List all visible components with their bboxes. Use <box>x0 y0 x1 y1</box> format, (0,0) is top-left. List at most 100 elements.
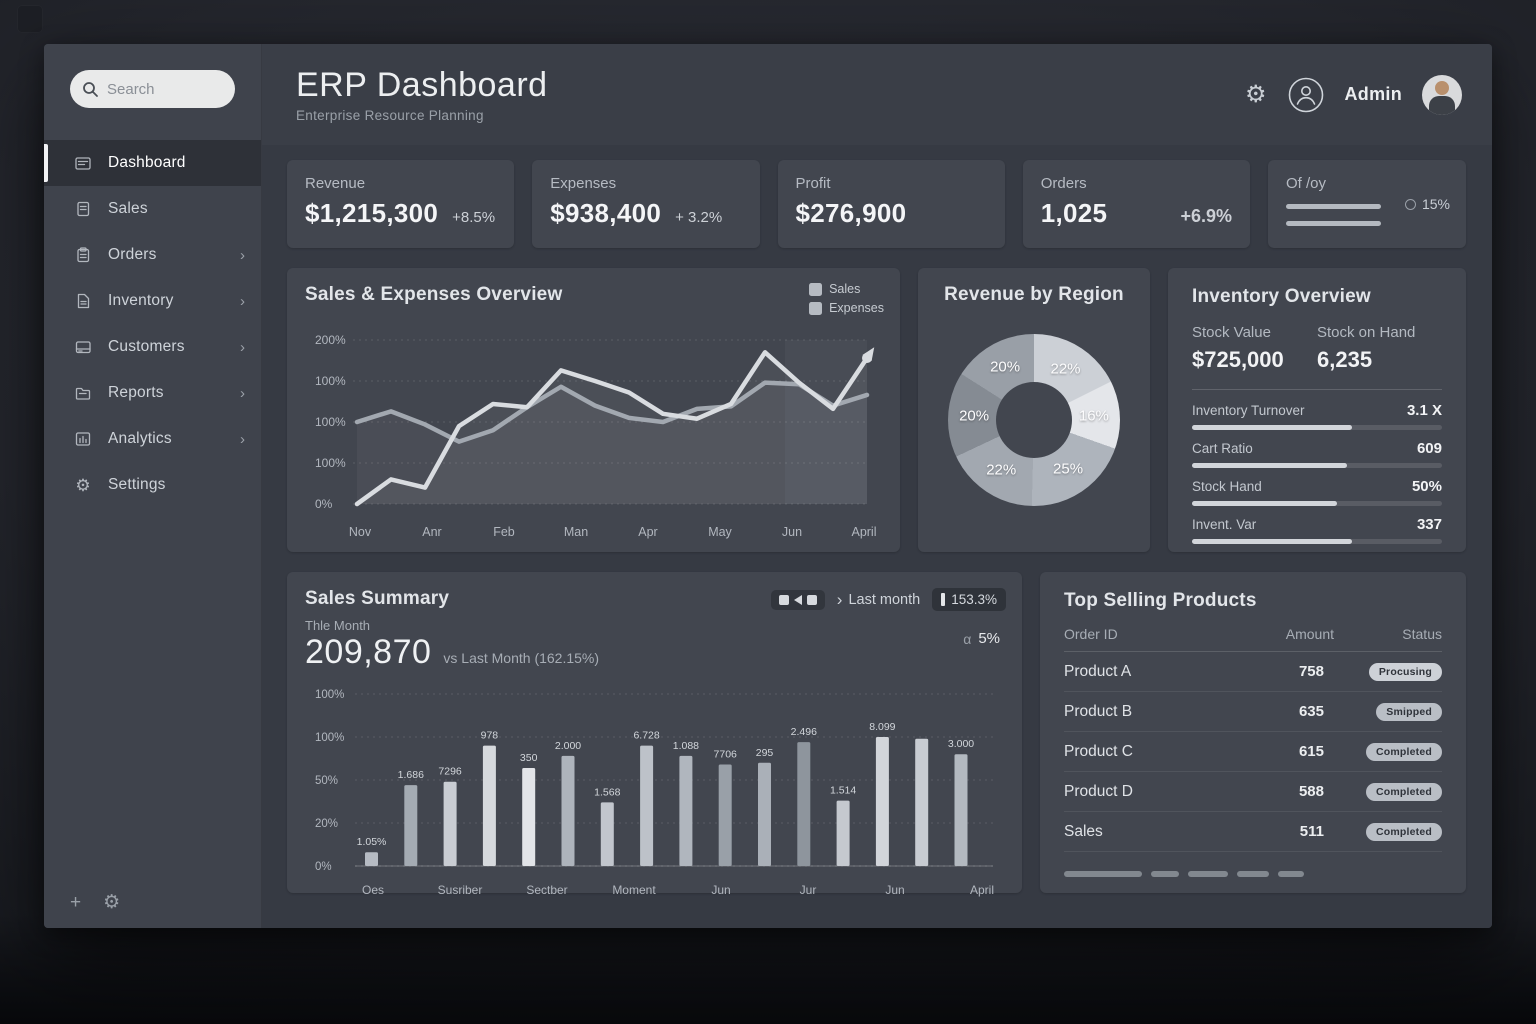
sales-summary-controls: Last month 153.3% <box>770 588 1006 611</box>
arrow-head-icon <box>862 347 875 362</box>
table-row[interactable]: Product D 588 Completed <box>1064 772 1442 812</box>
status-badge: Completed <box>1365 822 1442 841</box>
metric-progress-track <box>1192 425 1442 430</box>
table-row[interactable]: Product B 635 Smipped <box>1064 692 1442 732</box>
dashboard-main: Revenue $1,215,300 +8.5% Expenses $938,400 + … <box>262 145 1492 928</box>
kpi-value: $276,900 <box>795 198 907 228</box>
growth-badge: 153.3% <box>932 588 1006 611</box>
kpi-card-orders: Orders 1,025 +6.9% <box>1022 160 1250 248</box>
donut-segment-label: 20% <box>959 407 990 425</box>
bar <box>915 738 929 866</box>
metric-value: 50% <box>1411 478 1442 495</box>
pagination-dash[interactable] <box>1278 871 1304 877</box>
sidebar-item-label: Sales <box>108 200 148 217</box>
sales-summary-bar-chart: 100% 100% 50% 20% 0% 1.05% 1.686 7296 978 350 2.00… <box>315 689 994 897</box>
settings-icon: ⚙ <box>75 475 91 495</box>
x-axis-tick: Moment <box>612 883 656 897</box>
last-month-control[interactable]: Last month <box>837 590 920 610</box>
sidebar-footer: + ⚙ <box>70 891 120 914</box>
sales-summary-title: Sales Summary <box>305 588 450 609</box>
table-row[interactable]: Product A 758 Procusing <box>1064 652 1442 692</box>
search-bar[interactable] <box>70 70 235 108</box>
product-amount: 615 <box>1298 743 1324 760</box>
erp-dashboard-window: Dashboard Sales Orders Inventory Customers Re… <box>44 44 1492 928</box>
pagination-dash[interactable] <box>1237 871 1269 877</box>
x-axis-tick: Man <box>564 525 588 539</box>
bar-value-label: 3.000 <box>948 738 974 750</box>
kpi-row: Revenue $1,215,300 +8.5% Expenses $938,400 + … <box>287 160 1466 248</box>
progress-percent: 15% <box>1421 196 1450 212</box>
donut-segment-label: 25% <box>1053 460 1084 478</box>
bar-value-label: 2.000 <box>555 740 581 752</box>
user-account-icon[interactable] <box>1287 76 1325 114</box>
sidebar-item-settings[interactable]: ⚙ Settings <box>44 462 261 508</box>
donut-segment-label: 20% <box>990 358 1021 376</box>
table-header: Order ID Amount Status <box>1064 626 1442 652</box>
chevron-right-icon <box>837 590 843 610</box>
dashboard-icon <box>74 154 92 172</box>
bar-value-label: 1.686 <box>398 769 424 781</box>
search-input[interactable] <box>107 80 207 98</box>
chevron-right-icon <box>240 385 245 402</box>
sidebar-item-label: Reports <box>108 384 164 401</box>
view-toggle-button[interactable] <box>770 589 825 610</box>
sidebar-item-analytics[interactable]: Analytics <box>44 416 261 462</box>
x-axis-tick: Apr <box>638 525 657 539</box>
period-label: Thle Month <box>305 618 371 633</box>
bar <box>718 764 732 866</box>
sidebar-item-orders[interactable]: Orders <box>44 232 261 278</box>
legend-item-expenses[interactable]: Expenses <box>809 301 884 315</box>
metric-label: Cart Ratio <box>1192 441 1253 456</box>
sidebar-gear-button[interactable]: ⚙ <box>103 892 121 913</box>
settings-gear-icon[interactable]: ⚙ <box>1244 80 1267 108</box>
sidebar-item-label: Customers <box>108 338 185 355</box>
sales-expenses-line-chart: 200% 100% 100% 100% 0% Nov Anr Feb Man Apr May Jun A… <box>315 333 877 539</box>
add-button[interactable]: + <box>70 891 82 913</box>
kpi-value: $938,400 <box>550 198 662 228</box>
sidebar-item-reports[interactable]: Reports <box>44 370 261 416</box>
product-name: Product B <box>1064 702 1133 720</box>
metric-progress-fill <box>1192 539 1352 544</box>
inventory-metric: Stock Hand 50% <box>1192 478 1442 506</box>
pagination-dash[interactable] <box>1064 871 1142 877</box>
top-products-title: Top Selling Products <box>1064 590 1257 611</box>
table-row[interactable]: Product C 615 Completed <box>1064 732 1442 772</box>
y-axis-tick: 50% <box>315 775 338 787</box>
table-row[interactable]: Sales 511 Completed <box>1064 812 1442 852</box>
avatar[interactable] <box>1422 74 1462 115</box>
sales-line <box>354 350 870 507</box>
legend-item-sales[interactable]: Sales <box>809 282 884 296</box>
sidebar-item-inventory[interactable]: Inventory <box>44 278 261 324</box>
table-body: Product A 758 Procusing Product B 635 Smipped… <box>1064 652 1442 852</box>
pagination-dash[interactable] <box>1188 871 1228 877</box>
chevron-right-icon <box>240 339 245 356</box>
inventory-metric: Invent. Var 337 <box>1192 516 1442 544</box>
sidebar-item-sales[interactable]: Sales <box>44 186 261 232</box>
pagination-dash[interactable] <box>1151 871 1179 877</box>
bar-value-label: 1.088 <box>673 740 699 752</box>
inventory-metrics: Inventory Turnover 3.1 X Cart Ratio 609 Stoc… <box>1192 402 1442 544</box>
stock-value: $725,000 <box>1192 347 1284 372</box>
y-axis-tick: 100% <box>315 689 344 701</box>
sales-expenses-chart-card: Sales & Expenses Overview Sales Expenses… <box>287 268 900 552</box>
y-axis-tick: 100% <box>315 456 346 470</box>
bar <box>836 800 850 866</box>
bar <box>404 785 418 866</box>
sidebar-item-dashboard[interactable]: Dashboard <box>44 140 261 186</box>
inventory-metric: Cart Ratio 609 <box>1192 440 1442 468</box>
side-percent-badge: 5% <box>963 630 1000 647</box>
sidebar-item-customers[interactable]: Customers <box>44 324 261 370</box>
analytics-icon <box>74 430 92 448</box>
play-left-icon <box>793 594 802 605</box>
kpi-label: Expenses <box>550 175 617 192</box>
kpi-card-revenue: Revenue $1,215,300 +8.5% <box>287 160 515 248</box>
status-badge: Smipped <box>1376 702 1442 721</box>
x-axis-tick: April <box>851 525 876 539</box>
expenses-line <box>354 380 870 444</box>
inventory-icon <box>74 292 92 310</box>
chart-legend: Sales Expenses <box>809 282 884 315</box>
sales-swatch <box>809 282 823 296</box>
app-header: ERP Dashboard Enterprise Resource Planni… <box>262 44 1492 145</box>
metric-label: Inventory Turnover <box>1192 403 1305 418</box>
bar-value-label: 1.568 <box>594 786 620 798</box>
